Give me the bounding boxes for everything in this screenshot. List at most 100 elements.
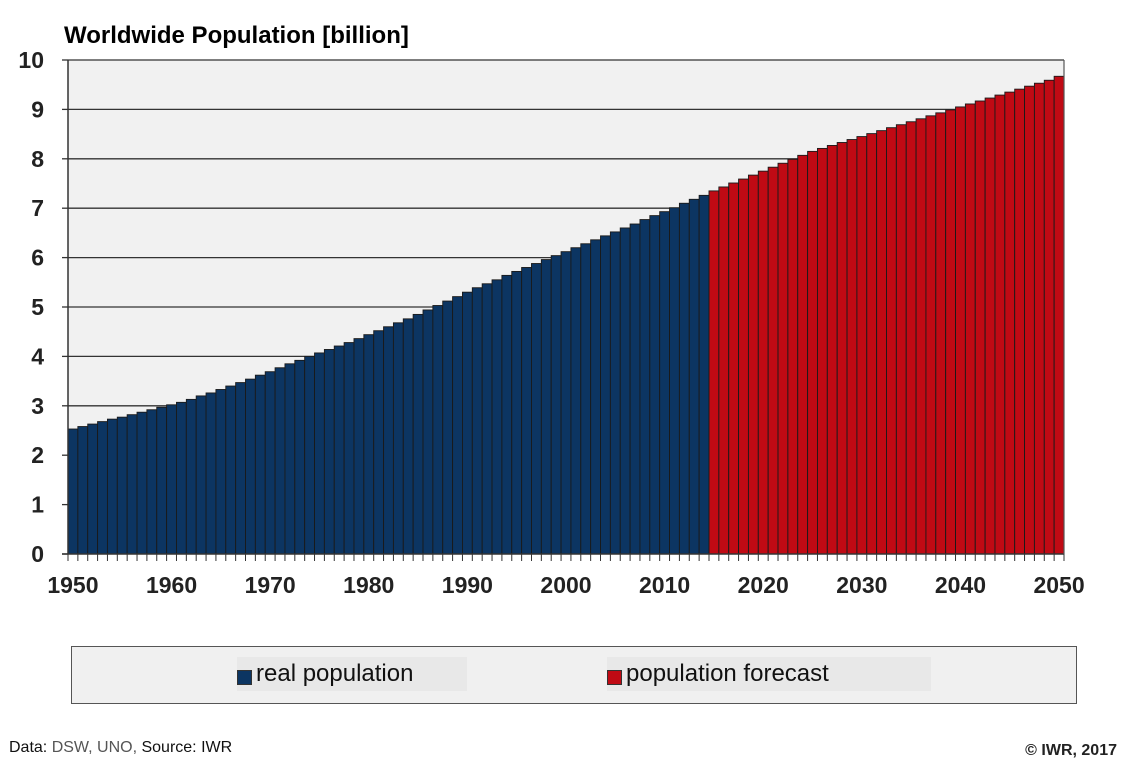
bar-real-1985 (412, 313, 424, 555)
x-tick-label: 1980 (343, 572, 394, 598)
bar-forecast-2024 (797, 154, 809, 555)
bar-real-2014 (698, 194, 710, 555)
y-tick-label: 9 (31, 96, 44, 122)
bar-real-1981 (373, 330, 385, 555)
bar-forecast-2018 (738, 178, 749, 555)
bar-real-1975 (314, 352, 325, 555)
y-tick-label: 8 (31, 146, 44, 172)
bar-real-1986 (422, 309, 434, 555)
bar-real-1996 (521, 267, 532, 555)
bar-forecast-2047 (1024, 85, 1035, 555)
bar-real-1976 (323, 349, 335, 555)
y-tick-label: 3 (31, 393, 44, 419)
data-prefix: Data: (9, 739, 52, 756)
y-tick-label: 4 (31, 343, 44, 369)
bar-forecast-2020 (757, 170, 769, 555)
y-tick-label: 5 (31, 294, 44, 320)
bar-real-2011 (669, 207, 680, 555)
bar-real-2007 (629, 223, 641, 555)
bar-forecast-2048 (1033, 82, 1045, 555)
bar-real-1984 (402, 318, 414, 555)
bar-real-1983 (392, 322, 404, 555)
bar-real-1980 (363, 334, 375, 555)
bar-real-1956 (126, 414, 138, 555)
bar-real-1957 (136, 411, 148, 555)
bar-real-1990 (462, 291, 473, 555)
bar-forecast-2036 (915, 118, 927, 555)
bar-forecast-2034 (895, 124, 907, 555)
x-tick-label: 1970 (245, 572, 296, 598)
bar-real-1961 (176, 401, 187, 555)
bar-real-1950 (67, 428, 79, 555)
bar-forecast-2040 (955, 106, 966, 555)
bar-forecast-2033 (886, 127, 897, 555)
bar-real-1959 (156, 406, 168, 555)
bar-real-1997 (531, 263, 542, 555)
data-source-note: Data: DSW, UNO, Source: IWR (9, 739, 232, 757)
bar-forecast-2022 (777, 162, 789, 555)
x-tick-label: 2020 (738, 572, 789, 598)
bar-forecast-2035 (905, 121, 917, 555)
bar-real-1994 (501, 274, 513, 555)
copyright: © IWR, 2017 (1025, 742, 1117, 759)
bar-real-2002 (580, 243, 592, 555)
bar-real-1977 (333, 345, 345, 555)
bar-real-2006 (619, 227, 631, 555)
bar-real-2003 (590, 239, 601, 555)
x-tick-label: 2030 (836, 572, 887, 598)
legend-swatch-real-icon (237, 669, 252, 685)
bar-forecast-2037 (925, 115, 937, 555)
bar-real-1972 (284, 363, 296, 555)
bar-real-1968 (245, 378, 256, 555)
bar-real-2008 (639, 219, 651, 555)
bar-real-1969 (254, 374, 266, 555)
bar-real-1962 (185, 398, 197, 555)
legend-label: real population (256, 660, 414, 687)
bar-forecast-2016 (718, 186, 730, 555)
bar-forecast-2028 (836, 142, 848, 555)
bar-forecast-2019 (747, 174, 759, 555)
bar-forecast-2045 (1004, 91, 1016, 555)
bar-real-1993 (491, 279, 503, 555)
bar-forecast-2031 (866, 133, 878, 555)
x-tick-labels: 1950 1960 1970 1980 1990 2000 2010 2020 2030 2040… (47, 572, 1084, 598)
legend-item-real-population: real population (237, 657, 467, 691)
bar-real-1998 (540, 259, 552, 555)
data-sources: DSW, UNO, (51, 739, 138, 756)
bar-forecast-2039 (945, 109, 956, 555)
bar-real-1992 (481, 283, 493, 555)
bar-forecast-2046 (1014, 88, 1026, 555)
bar-real-1988 (442, 300, 454, 555)
bar-real-2013 (688, 198, 700, 555)
bar-real-1979 (353, 338, 365, 555)
x-tick-label: 2050 (1033, 572, 1084, 598)
bar-forecast-2050 (1053, 75, 1065, 555)
bar-real-1999 (550, 255, 562, 555)
bars (67, 75, 1065, 555)
x-tick-label: 2040 (935, 572, 986, 598)
legend-item-population-forecast: population forecast (607, 657, 931, 691)
bar-real-1963 (195, 395, 207, 555)
bar-real-1951 (77, 426, 89, 555)
bar-forecast-2029 (846, 139, 858, 555)
bar-real-1954 (106, 418, 118, 555)
bar-real-1967 (235, 382, 246, 555)
bar-forecast-2032 (876, 130, 887, 555)
bar-forecast-2043 (984, 97, 996, 555)
bar-forecast-2026 (817, 147, 828, 555)
bar-real-2010 (659, 211, 670, 555)
bar-real-1989 (452, 296, 463, 555)
bar-real-1965 (215, 389, 227, 555)
bar-real-1960 (166, 404, 177, 555)
bar-forecast-2025 (807, 150, 818, 555)
bar-forecast-2017 (728, 182, 740, 555)
y-tick-label: 1 (31, 492, 44, 518)
bar-real-1966 (225, 385, 237, 555)
bar-real-1958 (146, 409, 158, 555)
x-tick-label: 2010 (639, 572, 690, 598)
axes (62, 60, 1065, 561)
bar-forecast-2044 (994, 94, 1006, 555)
bar-real-1955 (116, 416, 128, 555)
bar-forecast-2030 (856, 136, 868, 555)
bar-real-2004 (600, 235, 611, 555)
